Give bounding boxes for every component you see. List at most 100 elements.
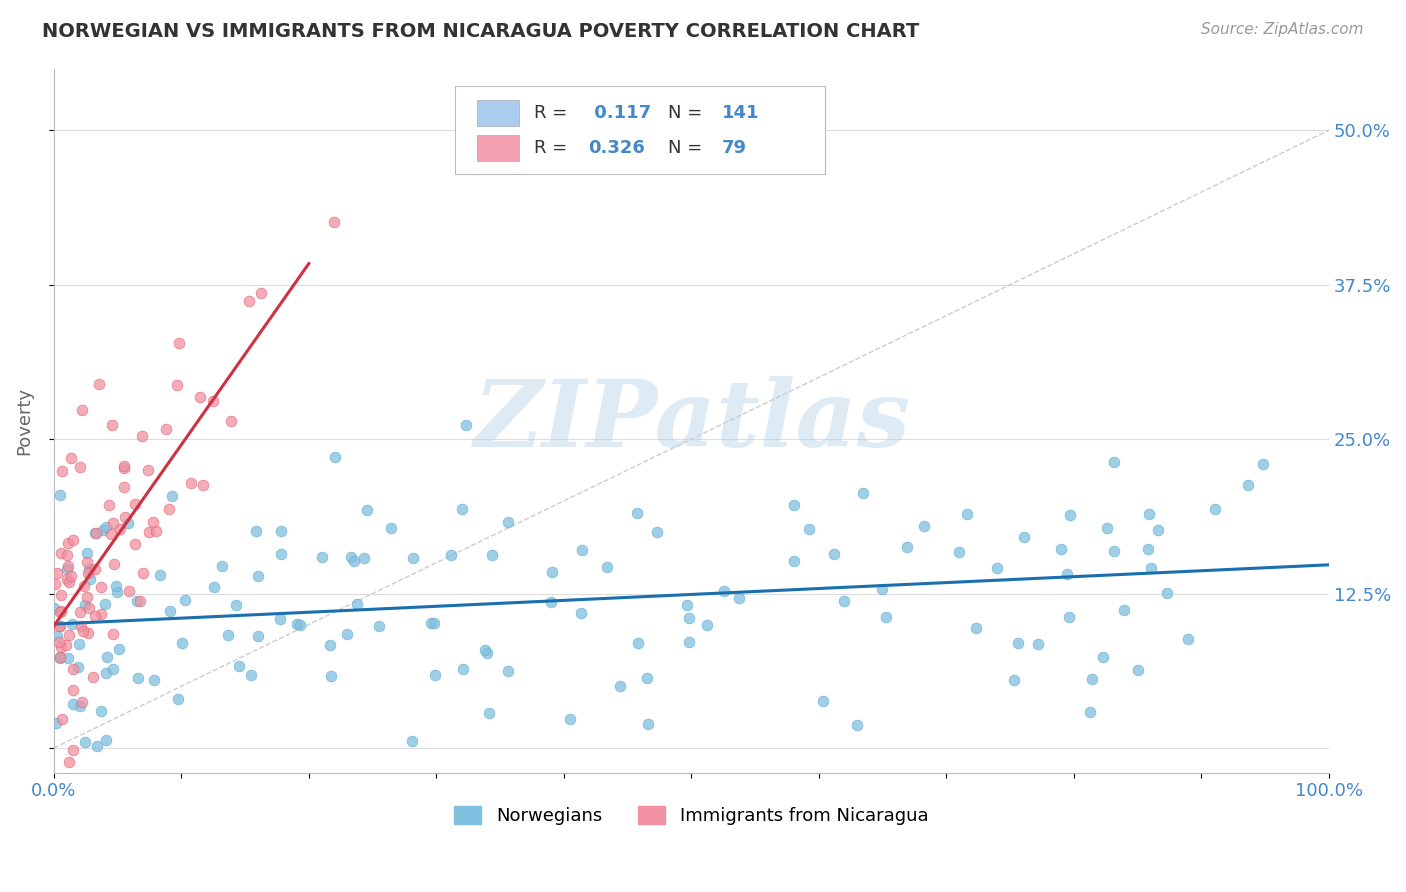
Point (201, 393, 224, 408)
Point (875, 609, 897, 624)
Point (114, 509, 136, 524)
Point (238, 294, 260, 309)
Point (73, 734, 96, 748)
Point (340, 549, 363, 564)
Point (108, 522, 131, 536)
Point (799, 522, 821, 536)
Point (245, 524, 267, 538)
Point (1136, 541, 1159, 556)
Point (100, 527, 122, 541)
Bar (477, 100, 519, 127)
Point (77, 626, 100, 640)
Point (101, 516, 124, 530)
Point (1095, 521, 1118, 535)
Point (783, 554, 806, 568)
Point (1081, 672, 1104, 686)
Point (343, 554, 366, 568)
Point (44, 577, 66, 591)
Point (51, 464, 73, 478)
Point (90, 580, 112, 594)
Point (450, 502, 472, 516)
Point (596, 560, 619, 574)
Point (956, 507, 979, 521)
Point (77, 562, 100, 576)
Point (1137, 508, 1160, 522)
Point (96, 649, 118, 664)
Point (101, 626, 124, 640)
Point (311, 550, 333, 565)
Point (180, 476, 202, 491)
Point (124, 497, 146, 511)
Point (1251, 457, 1274, 471)
Point (1147, 523, 1170, 537)
Point (811, 693, 834, 707)
Point (1026, 637, 1049, 651)
Point (270, 547, 292, 561)
Point (69, 619, 91, 633)
Point (118, 584, 141, 599)
Point (626, 506, 648, 520)
Point (82, 669, 104, 683)
Point (356, 503, 378, 517)
Point (84, 525, 107, 540)
Point (112, 480, 135, 494)
Point (166, 691, 188, 706)
Point (986, 561, 1008, 575)
Point (58, 559, 80, 574)
Point (211, 558, 233, 573)
Text: N =: N = (668, 139, 709, 157)
Point (540, 595, 562, 609)
Point (72, 624, 94, 639)
Bar (477, 135, 519, 161)
Point (246, 629, 269, 643)
Point (101, 418, 124, 433)
Point (103, 557, 125, 571)
Point (380, 521, 402, 535)
Point (94, 733, 117, 747)
Point (84, 526, 107, 541)
Point (69, 699, 91, 714)
Point (45, 629, 67, 643)
Point (454, 418, 477, 433)
Point (423, 668, 446, 682)
Point (44, 601, 66, 615)
Point (250, 286, 273, 301)
Point (73, 579, 96, 593)
Point (145, 524, 167, 538)
Point (127, 594, 149, 608)
Point (76, 566, 98, 580)
Point (870, 582, 893, 597)
Point (62, 682, 84, 697)
Text: ZIPatlas: ZIPatlas (472, 376, 910, 466)
Point (637, 716, 659, 731)
Point (1002, 673, 1025, 687)
Point (159, 604, 181, 618)
Point (321, 668, 343, 682)
FancyBboxPatch shape (456, 87, 825, 174)
Point (90, 607, 112, 621)
Point (160, 489, 183, 503)
Point (896, 541, 918, 555)
Point (948, 545, 970, 559)
Point (609, 679, 631, 693)
Point (131, 428, 153, 442)
Point (155, 422, 177, 436)
Point (170, 636, 193, 650)
Point (1204, 502, 1226, 516)
Point (124, 537, 146, 551)
Point (402, 550, 425, 565)
Point (60, 451, 83, 466)
Point (1056, 567, 1078, 582)
Point (478, 706, 501, 720)
Point (75, 598, 97, 612)
Point (136, 463, 159, 477)
Point (423, 615, 446, 630)
Point (323, 450, 346, 464)
Point (104, 579, 127, 593)
Text: 141: 141 (721, 103, 759, 122)
Text: N =: N = (668, 103, 709, 122)
Point (475, 646, 498, 660)
Point (112, 461, 135, 475)
Point (1102, 544, 1125, 558)
Point (1012, 530, 1035, 544)
